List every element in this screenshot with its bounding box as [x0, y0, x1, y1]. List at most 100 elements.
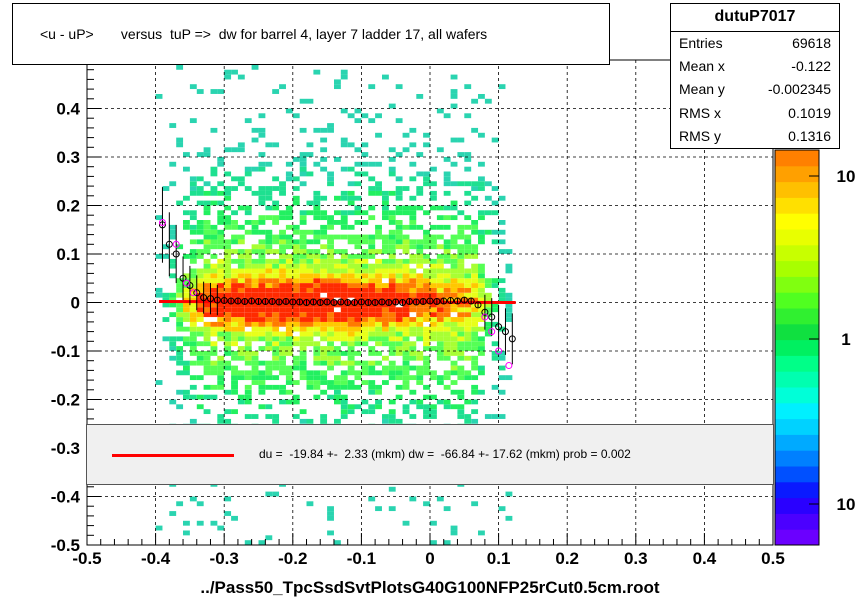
- heat-cell: [491, 239, 499, 245]
- heat-cell: [382, 341, 389, 347]
- heat-cell: [217, 263, 225, 269]
- heat-cell: [423, 404, 430, 410]
- heat-cell: [368, 380, 376, 385]
- heat-cell: [471, 418, 479, 424]
- heat-cell: [498, 195, 506, 201]
- heat-cell: [450, 336, 458, 342]
- heat-cell: [457, 152, 465, 157]
- heat-cell: [395, 321, 403, 327]
- heat-cell: [258, 161, 266, 167]
- heat-cell: [375, 297, 382, 303]
- heat-cell: [231, 365, 238, 371]
- heat-cell: [375, 399, 382, 405]
- heat-cell: [183, 365, 190, 371]
- heat-cell: [498, 326, 506, 332]
- heat-cell: [306, 98, 314, 104]
- heat-cell: [258, 200, 266, 206]
- heat-cell: [505, 515, 513, 521]
- heat-cell: [430, 540, 437, 546]
- heat-cell: [382, 355, 389, 361]
- heat-cell: [313, 370, 321, 376]
- heat-cell: [340, 375, 348, 381]
- heat-cell: [436, 307, 444, 313]
- heat-cell: [244, 254, 252, 259]
- heat-cell: [402, 297, 410, 303]
- heat-cell: [471, 263, 479, 269]
- heat-cell: [176, 355, 184, 361]
- heat-cell: [203, 394, 211, 400]
- heat-cell: [251, 317, 259, 322]
- heat-cell: [313, 292, 321, 298]
- heat-cell: [368, 317, 376, 322]
- y-tick-label: 0: [71, 294, 80, 313]
- heat-cell: [395, 278, 403, 284]
- heat-cell: [189, 341, 197, 347]
- heat-cell: [313, 307, 321, 313]
- heat-cell: [368, 404, 376, 410]
- heat-cell: [189, 254, 197, 259]
- heat-cell: [251, 365, 259, 371]
- heat-cell: [382, 414, 389, 419]
- heat-cell: [430, 244, 437, 250]
- heat-cell: [313, 326, 321, 332]
- heat-cell: [258, 389, 266, 395]
- heat-cell: [334, 351, 341, 356]
- heat-cell: [251, 292, 259, 298]
- heat-cell: [471, 297, 479, 303]
- heat-cell: [217, 181, 225, 187]
- heat-cell: [306, 273, 314, 279]
- heat-cell: [340, 336, 348, 342]
- heat-cell: [409, 254, 417, 259]
- heat-cell: [368, 249, 376, 254]
- heat-cell: [478, 292, 485, 298]
- heat-cell: [327, 321, 334, 327]
- heat-cell: [189, 326, 197, 332]
- heat-cell: [334, 317, 341, 322]
- heat-cell: [402, 244, 410, 250]
- palette-swatch: [775, 497, 819, 514]
- heat-cell: [279, 321, 286, 327]
- heatmap-cells: [155, 60, 513, 546]
- heat-cell: [361, 171, 369, 177]
- heat-cell: [409, 142, 417, 148]
- heat-cell: [258, 127, 266, 133]
- heat-cell: [244, 268, 252, 274]
- heat-cell: [491, 341, 499, 347]
- heat-cell: [237, 249, 245, 254]
- heat-cell: [237, 292, 245, 298]
- heat-cell: [388, 229, 396, 235]
- heat-cell: [423, 254, 430, 259]
- heat-cell: [169, 273, 177, 279]
- heat-cell: [416, 336, 424, 342]
- heat-cell: [217, 360, 225, 366]
- profile-point: [467, 297, 475, 305]
- heat-cell: [484, 210, 492, 216]
- heat-cell: [382, 380, 389, 385]
- heat-cell: [299, 355, 307, 361]
- heat-cell: [327, 360, 334, 366]
- heat-cell: [299, 302, 307, 308]
- heat-cell: [471, 346, 479, 351]
- heat-cell: [224, 418, 232, 424]
- stats-label: RMS y: [679, 128, 721, 144]
- heat-cell: [258, 404, 266, 410]
- heat-cell: [169, 346, 177, 351]
- heat-cell: [457, 258, 465, 264]
- heat-cell: [382, 365, 389, 371]
- heat-cell: [375, 283, 382, 288]
- heat-cell: [395, 394, 403, 400]
- heat-cell: [320, 326, 328, 332]
- heat-cell: [347, 113, 355, 119]
- heat-cell: [423, 302, 430, 308]
- heat-cell: [272, 365, 280, 371]
- heat-cell: [450, 244, 458, 250]
- heat-cell: [402, 346, 410, 351]
- heat-cell: [203, 321, 211, 327]
- heat-cell: [354, 195, 362, 201]
- heat-cell: [279, 317, 286, 322]
- heat-cell: [244, 317, 252, 322]
- heat-cell: [237, 370, 245, 376]
- heat-cell: [244, 263, 252, 269]
- heat-cell: [292, 229, 300, 235]
